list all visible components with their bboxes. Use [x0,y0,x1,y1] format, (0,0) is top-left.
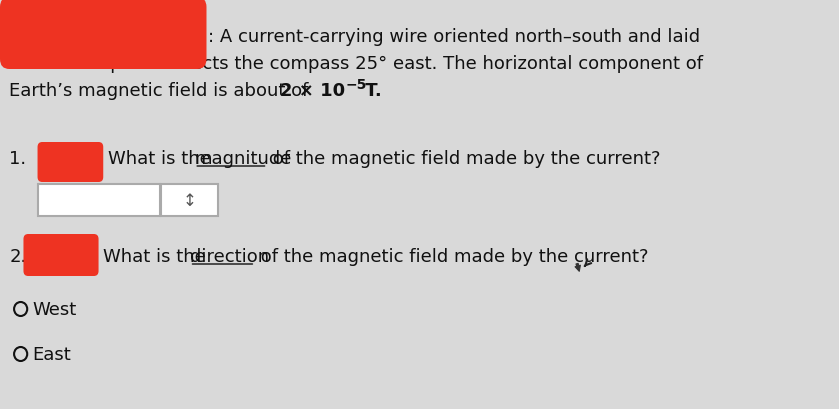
Text: of the magnetic field made by the current?: of the magnetic field made by the curren… [268,150,661,168]
FancyBboxPatch shape [23,234,98,276]
Text: −5: −5 [346,78,367,92]
Text: over a compass deflects the compass 25° east. The horizontal component of: over a compass deflects the compass 25° … [9,55,703,73]
Text: 1.: 1. [9,150,27,168]
Text: : A current-carrying wire oriented north–south and laid: : A current-carrying wire oriented north… [208,28,701,46]
FancyBboxPatch shape [161,184,218,216]
FancyBboxPatch shape [0,0,206,70]
FancyBboxPatch shape [38,184,159,216]
Text: ↕: ↕ [183,191,196,209]
Text: West: West [32,300,76,318]
FancyBboxPatch shape [38,143,103,182]
Text: T.: T. [358,82,381,100]
Text: of the magnetic field made by the current?: of the magnetic field made by the curren… [255,247,649,265]
Text: East: East [32,345,70,363]
Text: What is the: What is the [108,150,216,168]
Text: 2 × 10: 2 × 10 [279,82,345,100]
Text: direction: direction [190,247,268,265]
Text: Earth’s magnetic field is about of: Earth’s magnetic field is about of [9,82,315,100]
Text: magnitude: magnitude [195,150,292,168]
Text: What is the: What is the [103,247,211,265]
Text: 2.: 2. [9,247,27,265]
